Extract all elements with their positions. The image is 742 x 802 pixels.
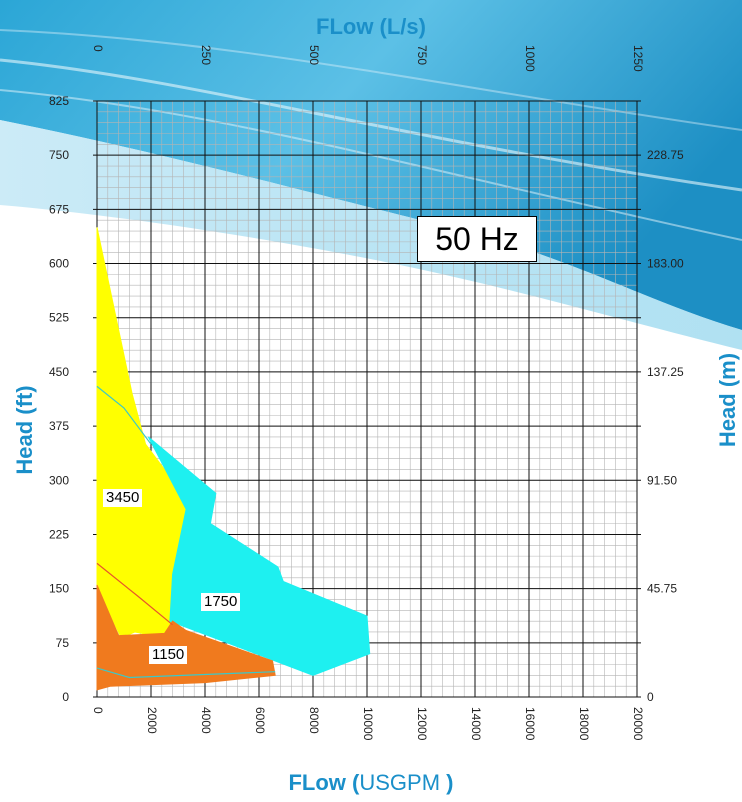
bottom-axis-title: FLow (USGPM ) [0, 770, 742, 796]
y-right-tick-label: 0 [647, 690, 654, 704]
x-bottom-tick-label: 6000 [253, 707, 267, 734]
region-1750 [147, 436, 371, 676]
x-bottom-tick-label: 16000 [523, 707, 537, 741]
x-top-tick-label: 1250 [631, 45, 645, 72]
y-left-tick-label: 0 [62, 690, 69, 704]
frequency-label: 50 Hz [417, 216, 537, 262]
x-top-tick-label: 500 [307, 45, 321, 65]
y-left-tick-label: 825 [49, 94, 69, 108]
x-top-tick-label: 250 [199, 45, 213, 65]
x-bottom-tick-label: 18000 [577, 707, 591, 741]
y-left-tick-label: 600 [49, 257, 69, 271]
y-left-tick-label: 150 [49, 582, 69, 596]
x-bottom-tick-label: 8000 [307, 707, 321, 734]
bottom-axis-title-unit: USGPM [359, 770, 441, 795]
y-left-tick-label: 225 [49, 527, 69, 541]
x-bottom-tick-label: 0 [91, 707, 105, 714]
pump-curve-regions [96, 227, 371, 691]
right-axis-title: Head (m) [715, 352, 740, 448]
curve-label-1150: 1150 [149, 646, 188, 664]
curve-line [96, 562, 173, 626]
region-1150 [96, 584, 276, 691]
x-top-tick-label: 0 [91, 45, 105, 52]
y-left-tick-label: 450 [49, 365, 69, 379]
y-right-tick-label: 137.25 [647, 365, 684, 379]
x-bottom-tick-label: 20000 [631, 707, 645, 741]
x-bottom-tick-label: 14000 [469, 707, 483, 741]
curve-label-1750: 1750 [201, 593, 241, 611]
y-right-tick-label: 228.75 [647, 148, 684, 162]
curve-line [96, 385, 152, 445]
y-left-tick-label: 675 [49, 202, 69, 216]
y-right-tick-label: 45.75 [647, 582, 677, 596]
curve-label-3450: 3450 [103, 489, 143, 507]
x-bottom-tick-label: 2000 [145, 707, 159, 734]
bottom-axis-title-bold: FLow ( [288, 770, 360, 795]
x-top-tick-label: 1000 [523, 45, 537, 72]
y-right-tick-label: 91.50 [647, 473, 677, 487]
bottom-axis-title-end: ) [440, 770, 454, 795]
major-grid [93, 100, 641, 698]
y-left-tick-label: 375 [49, 419, 69, 433]
x-bottom-tick-label: 10000 [361, 707, 375, 741]
x-top-tick-label: 750 [415, 45, 429, 65]
top-axis-title: FLow (L/s) [316, 14, 426, 39]
curve-lines [96, 385, 276, 679]
y-left-tick-label: 300 [49, 473, 69, 487]
y-left-tick-label: 75 [56, 636, 70, 650]
x-bottom-tick-label: 4000 [199, 707, 213, 734]
x-bottom-tick-label: 12000 [415, 707, 429, 741]
y-left-tick-label: 750 [49, 148, 69, 162]
curve-line [96, 667, 276, 679]
y-right-tick-label: 183.00 [647, 257, 684, 271]
left-axis-title: Head (ft) [12, 385, 37, 475]
axis-ticks: 0 75 150 225 300 375 450 525 600 675 750 825 0 45.75 9… [49, 45, 684, 741]
y-left-tick-label: 525 [49, 311, 69, 325]
